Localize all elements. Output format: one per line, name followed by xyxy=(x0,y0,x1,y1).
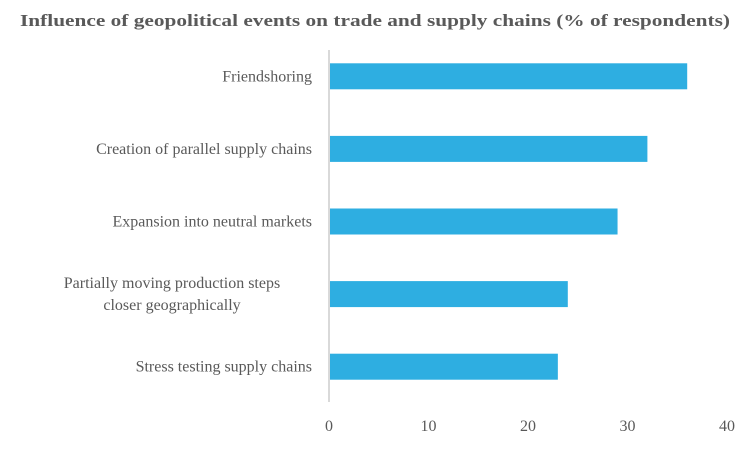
category-label: Partially moving production steps closer … xyxy=(64,275,280,314)
category-label: Friendshoring xyxy=(222,68,312,85)
category-label-line: Creation of parallel supply chains xyxy=(96,141,312,158)
category-label: Expansion into neutral markets xyxy=(112,214,312,231)
category-label-line: closer geographically xyxy=(103,297,240,314)
bars-group xyxy=(329,63,688,380)
x-tick-label: 30 xyxy=(620,418,636,435)
category-label-line: Stress testing supply chains xyxy=(136,359,312,376)
category-label: Stress testing supply chains xyxy=(136,359,312,376)
x-tick-label: 10 xyxy=(421,418,437,435)
category-label-line: Friendshoring xyxy=(222,68,312,85)
x-tick-label: 40 xyxy=(719,418,735,435)
x-tick-label: 0 xyxy=(325,418,333,435)
chart-title: Influence of geopolitical events on trad… xyxy=(20,11,730,30)
x-tick-label: 20 xyxy=(520,418,536,435)
category-label-line: Partially moving production steps xyxy=(64,275,280,292)
category-label-line: Expansion into neutral markets xyxy=(112,214,312,231)
category-labels: Friendshoring Creation of parallel supply… xyxy=(64,68,312,375)
bar xyxy=(329,135,648,162)
category-label: Creation of parallel supply chains xyxy=(96,141,312,158)
bar xyxy=(329,281,568,308)
bar xyxy=(329,353,558,380)
bar xyxy=(329,208,618,235)
x-tick-labels: 0 10 20 30 40 xyxy=(325,418,735,435)
bar xyxy=(329,63,688,90)
